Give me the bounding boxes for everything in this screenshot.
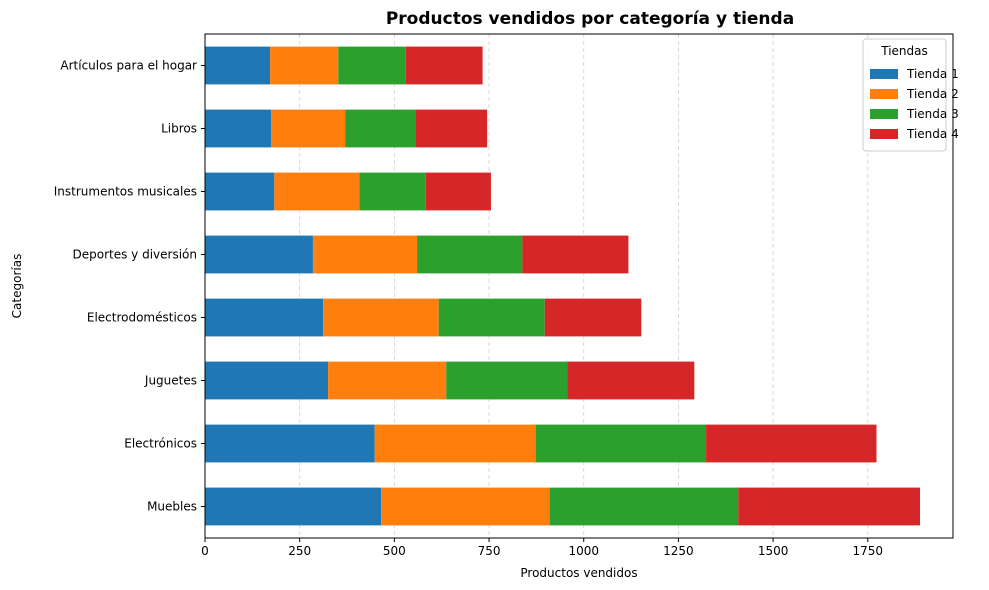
- x-tick-label: 500: [383, 544, 406, 558]
- y-tick-label: Electrodomésticos: [87, 311, 197, 325]
- y-tick-label: Muebles: [147, 500, 197, 514]
- y-tick-label: Juguetes: [144, 374, 197, 388]
- y-axis-label: Categorías: [10, 254, 24, 319]
- bar-segment: [205, 172, 275, 211]
- bar-segment: [544, 298, 642, 337]
- bar-segment: [205, 361, 329, 400]
- x-tick-label: 250: [288, 544, 311, 558]
- legend-entry: Tienda 3: [906, 107, 959, 121]
- legend-entry: Tienda 2: [906, 87, 959, 101]
- bar-segment: [328, 361, 447, 400]
- bar-segment: [522, 235, 629, 274]
- x-tick-label: 750: [478, 544, 501, 558]
- x-axis-label: Productos vendidos: [520, 566, 637, 580]
- x-tick-label: 1250: [663, 544, 694, 558]
- bar-segment: [438, 298, 545, 337]
- bar-segment: [535, 424, 707, 463]
- y-tick-label: Deportes y diversión: [73, 248, 198, 262]
- bar-segment: [417, 235, 523, 274]
- legend-swatch: [870, 129, 898, 139]
- chart-title: Productos vendidos por categoría y tiend…: [386, 9, 794, 29]
- bar-segment: [271, 109, 346, 148]
- bar-segment: [312, 235, 418, 274]
- bar-segment: [446, 361, 568, 400]
- x-tick-label: 1000: [568, 544, 599, 558]
- bar-segment: [425, 172, 491, 211]
- bar-segment: [405, 46, 483, 85]
- bar-segment: [359, 172, 426, 211]
- bar-segment: [274, 172, 360, 211]
- x-axis: 0 250 500 750 1000 1250 1500 1750: [201, 538, 883, 558]
- legend-entry: Tienda 1: [906, 67, 959, 81]
- bar-segment: [415, 109, 488, 148]
- y-tick-label: Libros: [161, 122, 197, 136]
- y-tick-label: Electrónicos: [124, 437, 197, 451]
- x-tick-label: 1750: [853, 544, 884, 558]
- bar-segment: [345, 109, 416, 148]
- legend: Tiendas Tienda 1 Tienda 2 Tienda 3 Tienda 4: [862, 38, 959, 152]
- bar-segment: [205, 424, 375, 463]
- legend-entry: Tienda 4: [906, 127, 959, 141]
- plot-frame: [204, 33, 954, 539]
- bar-segment: [270, 46, 339, 85]
- bar-segment: [205, 46, 271, 85]
- bar-segment: [338, 46, 406, 85]
- legend-title: Tiendas: [880, 44, 928, 58]
- x-tick-label: 0: [201, 544, 209, 558]
- y-axis: Artículos para el hogar Libros Instrumento…: [54, 59, 205, 514]
- bar-segment: [323, 298, 439, 337]
- bar-segment: [374, 424, 536, 463]
- x-tick-label: 1500: [758, 544, 789, 558]
- legend-swatch: [870, 109, 898, 119]
- bar-segment: [549, 487, 739, 526]
- bar-segment: [706, 424, 877, 463]
- bar-segment: [567, 361, 695, 400]
- legend-swatch: [870, 69, 898, 79]
- bar-segment: [205, 298, 324, 337]
- bar-segment: [738, 487, 921, 526]
- bar-segment: [205, 235, 313, 274]
- y-tick-label: Instrumentos musicales: [54, 185, 197, 199]
- bar-segment: [205, 487, 382, 526]
- y-tick-label: Artículos para el hogar: [60, 59, 197, 73]
- bars-layer: [205, 46, 921, 526]
- legend-box: [862, 38, 947, 152]
- bar-segment: [205, 109, 272, 148]
- bar-segment: [381, 487, 550, 526]
- legend-swatch: [870, 89, 898, 99]
